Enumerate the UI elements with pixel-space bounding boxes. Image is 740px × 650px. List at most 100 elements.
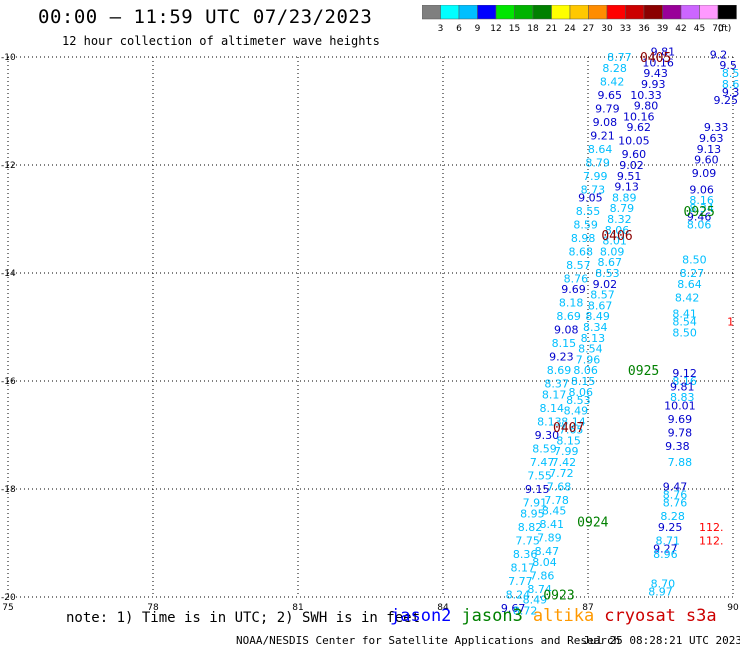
swh-label: 9.67 [501,602,526,615]
colorbar-tick-label: 30 [601,24,613,34]
lon-tick-label: 78 [147,603,159,613]
swh-label: 8.95 [520,507,545,520]
swh-label: 8.41 [540,518,565,531]
swh-label: 7.68 [547,480,572,493]
swh-label: 8.76 [564,272,589,285]
swh-label: 8.49 [585,310,610,323]
lat-tick-label: -10 [1,53,16,63]
colorbar-tick-label: 6 [456,24,462,34]
pass-time-label: 0923 [543,588,574,603]
swh-label: 8.59 [573,218,598,231]
swh-label: 8.53 [566,394,591,407]
swh-label: 9.46 [687,210,712,223]
color-scale-bar: 3 6 9 12 15 18 21 24 27 30 33 36 39 42 45 70(ft) [422,5,737,34]
swh-label: 9.3 [722,86,740,99]
swh-label: 9.60 [622,148,647,161]
colorbar-tick-label: 70 [712,24,724,34]
lat-tick-label: -20 [1,593,16,603]
swh-label: 9.08 [554,324,579,337]
swh-label: 8.98 [571,232,596,245]
swh-label: 8.57 [566,259,591,272]
swh-label: 8.09 [600,245,625,258]
lon-tick-label: 81 [292,603,303,613]
swh-label: 8.54 [578,343,603,356]
swh-label: 7.65 [559,424,584,437]
swh-label: 8.41 [672,308,697,321]
swh-label: 7.42 [552,456,577,469]
swh-label: 8.55 [576,205,601,218]
swh-label: 7.96 [576,353,601,366]
colorbar-tick-label: 21 [546,24,557,34]
swh-label: 9.02 [619,159,644,172]
swh-label: 8.17 [511,561,536,574]
swh-label: 8.49 [523,594,548,607]
swh-label: 8.67 [588,299,613,312]
colorbar-swatch [717,5,737,20]
swh-label: 8.69 [547,364,572,377]
swh-label: 8.71 [656,534,681,547]
swh-label: 8.57 [590,289,615,302]
swh-label: 8.74 [527,583,552,596]
swh-label: 8.36 [513,548,538,561]
colorbar-tick-label: 18 [527,24,539,34]
swh-label: 8.06 [605,224,630,237]
colorbar-tick-label: 12 [490,24,501,34]
swh-label: 9.2 [710,48,728,61]
swh-label: 9.69 [668,413,693,426]
swh-label: 9.43 [643,67,668,80]
swh-label: 8.28 [660,510,685,523]
swh-label: 9.12 [672,367,697,380]
swh-label: 8.79 [585,156,610,169]
swh-label: 9.33 [704,121,729,134]
swh-label: 8.6 [722,78,740,91]
swh-label: 8.72 [513,605,538,618]
map-subtitle: 12 hour collection of altimeter wave hei… [62,34,380,48]
swh-label: 9.13 [697,143,722,156]
swh-label: 8.77 [607,51,632,64]
swh-label: 10.16 [642,56,674,69]
swh-label: 1 [727,316,734,329]
swh-label: 9.5 [719,59,737,72]
swh-label: 9.62 [627,121,652,134]
swh-label: 9.93 [641,78,666,91]
credit-text: NOAA/NESDIS Center for Satellite Applica… [236,634,621,647]
swh-label: 7.89 [537,532,562,545]
swh-label: 8.73 [581,183,606,196]
wave-height-map: 75 78 81 84 87 90-10-12-14-16-18-208.778.288.… [1,46,740,618]
legend-note: note: 1) Time is in UTC; 2) SWH is in fe… [66,610,420,626]
swh-label: 8.18 [559,297,584,310]
swh-label: 8.50 [682,254,707,267]
swh-label: 9.25 [714,94,739,107]
swh-label: 8.76 [663,497,688,510]
swh-label: 9.15 [525,483,550,496]
swh-label: 8.96 [653,548,678,561]
swh-label: 8.5 [722,67,740,80]
satellite-jason2: jason2 [390,606,452,626]
satellite-jason3: jason3 [461,606,523,626]
swh-label: 9.51 [617,170,642,183]
swh-label: 8.16 [672,375,697,388]
swh-label: 7.99 [554,445,579,458]
swh-label: 8.59 [532,443,557,456]
swh-label: 8.70 [651,578,676,591]
swh-label: 8.16 [689,194,714,207]
swh-label: 8.42 [675,291,700,304]
swh-label: 8.83 [670,391,695,404]
pass-time-label: 0925 [628,364,659,379]
lat-tick-label: -12 [1,161,16,171]
swh-label: 9.08 [593,116,618,129]
swh-label: 9.47 [663,480,688,493]
swh-label: 9.27 [653,542,678,555]
swh-label: 10.01 [664,399,696,412]
pass-time-label: 0406 [601,229,632,244]
swh-label: 9.13 [614,181,639,194]
colorbar-tick-label: 39 [657,24,669,34]
swh-label: 9.06 [689,183,714,196]
swh-label: 8.24 [506,588,531,601]
swh-label: 8.79 [610,202,635,215]
pass-time-label: 0924 [577,515,608,530]
satellite-altika: altika [532,606,595,626]
swh-label: 7.88 [668,456,693,469]
pass-time-label: 0925 [684,205,715,220]
swh-label: 8.53 [595,267,620,280]
